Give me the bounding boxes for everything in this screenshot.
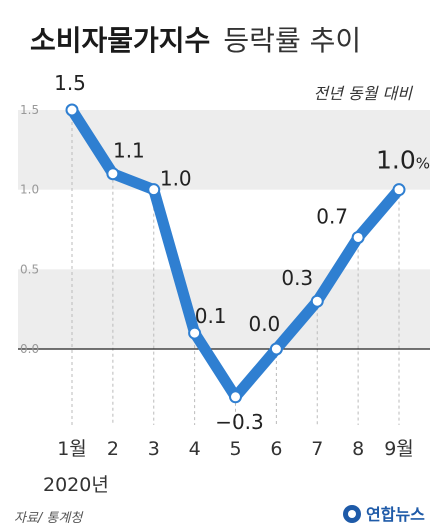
vertical-gridlines bbox=[71, 110, 400, 425]
data-point bbox=[351, 230, 365, 244]
y-tick-label: 0.0 bbox=[20, 342, 39, 356]
data-label: 0.1 bbox=[195, 304, 227, 328]
data-point bbox=[147, 183, 161, 197]
y-tick-label: 0.5 bbox=[20, 262, 39, 276]
data-label: 0.0 bbox=[248, 312, 280, 336]
chart-subtitle: 전년 동월 대비 bbox=[314, 84, 414, 103]
source-note: 자료/ 통계청 bbox=[14, 511, 84, 526]
x-tick-label: 7 bbox=[311, 438, 323, 460]
data-markers bbox=[65, 103, 406, 404]
data-labels: 1.5 1.1 1.0 0.1 −0.3 0.00.3 0.7 1.0% bbox=[54, 71, 430, 434]
x-tick-label: 9월 bbox=[384, 438, 414, 460]
x-tick-label: 8 bbox=[352, 438, 364, 460]
title-regular-part: 등락률 추이 bbox=[223, 24, 361, 57]
year-label: 2020년 bbox=[43, 474, 109, 496]
chart-title: 소비자물가지수 등락률 추이 bbox=[30, 24, 361, 57]
data-label: 1.0% bbox=[376, 146, 430, 175]
data-point bbox=[188, 326, 202, 340]
x-tick-label: 6 bbox=[270, 438, 282, 460]
data-point bbox=[392, 183, 406, 197]
brand-logo: 연합뉴스 bbox=[343, 505, 425, 524]
data-point bbox=[229, 390, 242, 404]
title-bold-part: 소비자물가지수 bbox=[30, 24, 210, 57]
x-axis-ticks: 1월 2 3 4 5 6 7 8 9월 bbox=[57, 438, 414, 460]
x-tick-label: 5 bbox=[229, 438, 241, 460]
data-point bbox=[310, 294, 324, 308]
data-label: 0.7 bbox=[316, 204, 348, 228]
background-bands bbox=[18, 110, 430, 349]
brand-name: 연합뉴스 bbox=[366, 505, 425, 524]
x-tick-label: 2 bbox=[107, 438, 119, 460]
x-tick-label: 1월 bbox=[57, 438, 87, 460]
grid-band-1 bbox=[18, 269, 430, 349]
x-tick-label: 3 bbox=[148, 438, 160, 460]
data-label: 1.0 bbox=[160, 167, 192, 191]
data-point bbox=[65, 103, 79, 117]
x-tick-label: 4 bbox=[189, 438, 201, 460]
data-point bbox=[269, 342, 283, 356]
brand-logo-icon-inner bbox=[348, 510, 356, 518]
y-tick-label: 1.5 bbox=[20, 103, 39, 117]
data-point bbox=[106, 167, 120, 181]
data-label: 1.1 bbox=[113, 139, 145, 163]
data-label: −0.3 bbox=[215, 410, 264, 434]
y-axis-ticks: 1.5 1.0 0.5 0.0 bbox=[20, 103, 39, 356]
y-tick-label: 1.0 bbox=[20, 183, 39, 197]
data-label-unit: % bbox=[416, 155, 430, 173]
data-label: 0.3 bbox=[281, 266, 313, 290]
data-label: 1.5 bbox=[54, 71, 86, 95]
